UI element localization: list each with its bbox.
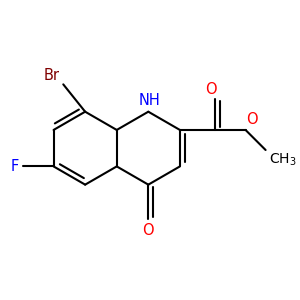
Text: NH: NH (138, 93, 160, 108)
Text: O: O (205, 82, 217, 97)
Text: Br: Br (44, 68, 60, 82)
Text: O: O (247, 112, 258, 127)
Text: CH$_3$: CH$_3$ (269, 152, 297, 168)
Text: F: F (11, 159, 19, 174)
Text: O: O (142, 223, 154, 238)
